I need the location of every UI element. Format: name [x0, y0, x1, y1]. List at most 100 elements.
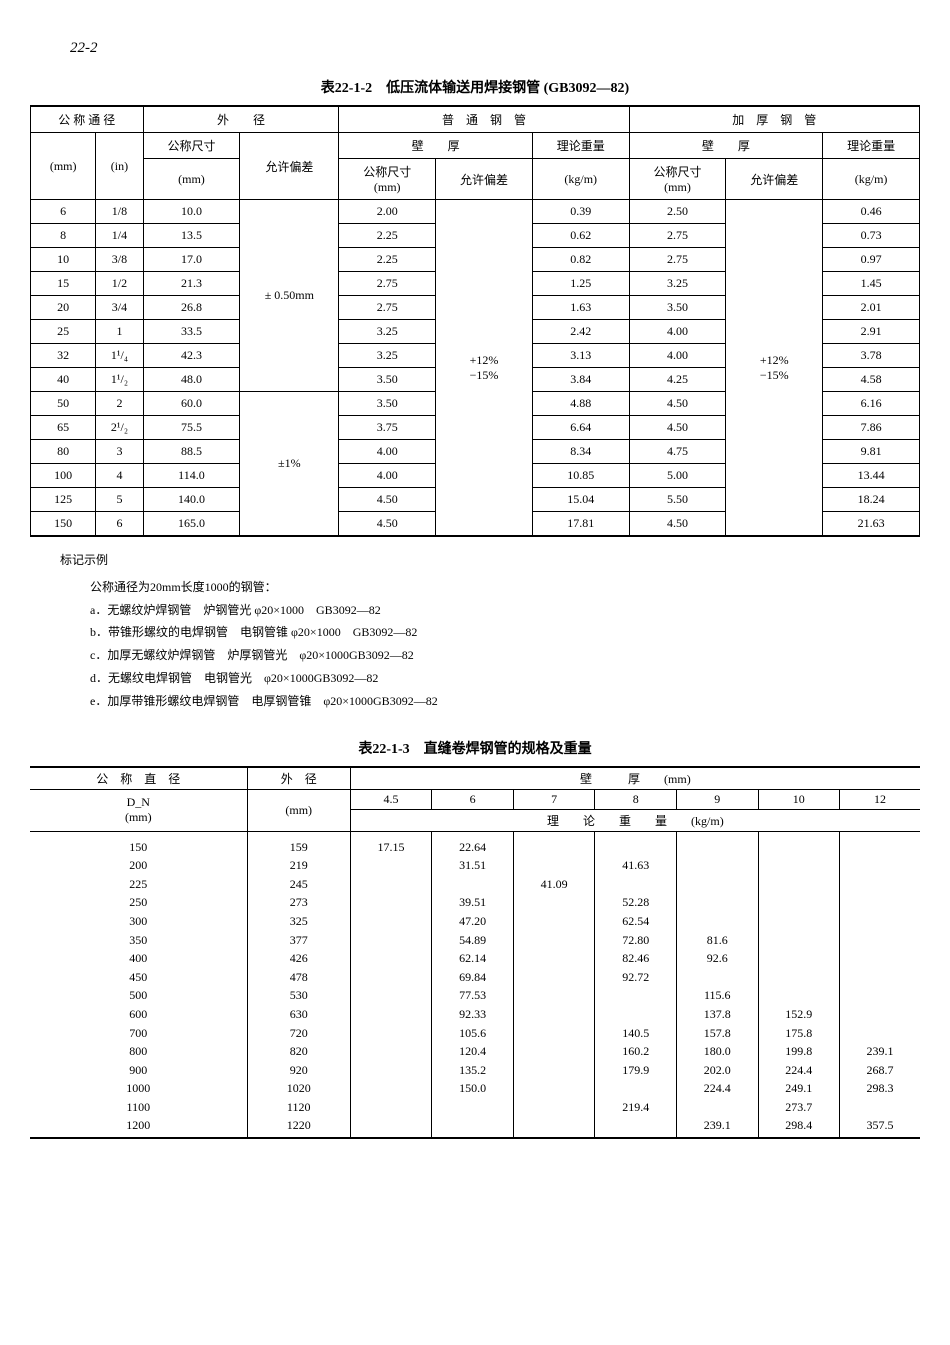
cell: 8: [31, 224, 96, 248]
cell: 3.75: [339, 416, 436, 440]
cell: 165.0: [143, 512, 240, 537]
cell: 4.50: [339, 512, 436, 537]
t2-c45: 4.5: [350, 789, 432, 809]
table1-head: 公 称 通 径 外 径 普 通 钢 管 加 厚 钢 管 (mm) (in) 公称…: [31, 106, 920, 200]
cell: 21.3: [143, 272, 240, 296]
cell: 13.44: [823, 464, 920, 488]
cell: 2.00: [339, 200, 436, 224]
notes-b: b．带锥形螺纹的电焊钢管 电钢管锥 φ20×1000 GB3092—82: [90, 621, 920, 644]
cell: 33.5: [143, 320, 240, 344]
cell: 75.5: [143, 416, 240, 440]
hdr-nom-size: 公称尺寸: [143, 133, 240, 159]
cell: 25: [31, 320, 96, 344]
cell: 15: [31, 272, 96, 296]
cell: 0.46: [823, 200, 920, 224]
table-1: 公 称 通 径 外 径 普 通 钢 管 加 厚 钢 管 (mm) (in) 公称…: [30, 105, 920, 537]
cell: 0.39: [532, 200, 629, 224]
cell: 2.75: [339, 296, 436, 320]
t2-hdr-wall: 壁 厚 (mm): [350, 767, 920, 790]
hdr-tol-dev1: 允许偏差: [436, 159, 533, 200]
hdr-thick-pipe: 加 厚 钢 管: [629, 106, 919, 133]
cell: 7.86: [823, 416, 920, 440]
cell: 3.25: [339, 320, 436, 344]
cell: 0.82: [532, 248, 629, 272]
cell: 0.73: [823, 224, 920, 248]
cell: 3: [96, 440, 143, 464]
cell: 4.25: [629, 368, 726, 392]
t2-col-od: 1592192452733253774264785306307208209201…: [247, 831, 350, 1138]
cell: 3.13: [532, 344, 629, 368]
cell: 2.75: [339, 272, 436, 296]
cell: 1.63: [532, 296, 629, 320]
cell: 1.45: [823, 272, 920, 296]
t2-col-7: 41.09: [513, 831, 595, 1138]
cell: 1/4: [96, 224, 143, 248]
cell: 2.91: [823, 320, 920, 344]
cell: 2¹/₂: [96, 416, 143, 440]
cell: 10.0: [143, 200, 240, 224]
notes-line0: 公称通径为20mm长度1000的钢管：: [90, 576, 920, 599]
cell: 88.5: [143, 440, 240, 464]
cell: 80: [31, 440, 96, 464]
cell: 1/2: [96, 272, 143, 296]
cell: 5: [96, 488, 143, 512]
cell: 5.50: [629, 488, 726, 512]
cell: 18.24: [823, 488, 920, 512]
cell: 2.75: [629, 248, 726, 272]
cell: 1: [96, 320, 143, 344]
hdr-kgm2: (kg/m): [823, 159, 920, 200]
table-2: 公 称 直 径 外 径 壁 厚 (mm) D_N (mm) (mm) 4.5 6…: [30, 766, 920, 1140]
cell: 4.00: [629, 344, 726, 368]
hdr-nom-size-mm2: 公称尺寸 (mm): [339, 159, 436, 200]
cell: 17.81: [532, 512, 629, 537]
cell: 6.64: [532, 416, 629, 440]
hdr-wall1: 壁 厚: [339, 133, 533, 159]
t2-col-10: 152.9175.8199.8224.4249.1273.7298.4: [758, 831, 840, 1138]
cell: ±1%: [240, 392, 339, 537]
cell: 2: [96, 392, 143, 416]
t2-c12: 12: [840, 789, 920, 809]
cell: 20: [31, 296, 96, 320]
hdr-nom-size-mm: (mm): [143, 159, 240, 200]
hdr-tol-dev2: 允许偏差: [726, 159, 823, 200]
page-number: 22-2: [70, 40, 920, 57]
cell: 100: [31, 464, 96, 488]
t2-col-6: 22.6431.51 39.5147.2054.8962.1469.8477.5…: [432, 831, 514, 1138]
notes-block: 标记示例 公称通径为20mm长度1000的钢管： a．无螺纹炉焊钢管 炉钢管光 …: [60, 549, 920, 713]
cell: 6: [96, 512, 143, 537]
cell: 4.75: [629, 440, 726, 464]
cell: 15.04: [532, 488, 629, 512]
cell: 4.50: [339, 488, 436, 512]
cell: 42.3: [143, 344, 240, 368]
notes-heading: 标记示例: [60, 549, 920, 572]
cell: 4.58: [823, 368, 920, 392]
table2-title: 表22-1-3 直缝卷焊钢管的规格及重量: [30, 738, 920, 758]
cell: 3.84: [532, 368, 629, 392]
cell: 4.50: [629, 512, 726, 537]
cell: 3.50: [339, 392, 436, 416]
t2-hdr-dn: D_N (mm): [30, 789, 247, 831]
hdr-theorywt1: 理论重量: [532, 133, 629, 159]
cell: 32: [31, 344, 96, 368]
table2-head: 公 称 直 径 外 径 壁 厚 (mm) D_N (mm) (mm) 4.5 6…: [30, 767, 920, 832]
cell: 0.97: [823, 248, 920, 272]
t2-hdr-od-mm: (mm): [247, 789, 350, 831]
table1-body: 61/810.0± 0.50mm2.00+12%−15%0.392.50+12%…: [31, 200, 920, 537]
t2-c10: 10: [758, 789, 840, 809]
t2-c6: 6: [432, 789, 514, 809]
cell: +12%−15%: [726, 200, 823, 537]
hdr-normal-pipe: 普 通 钢 管: [339, 106, 629, 133]
cell: 4.00: [339, 440, 436, 464]
cell: 3/4: [96, 296, 143, 320]
cell: 6.16: [823, 392, 920, 416]
cell: 40: [31, 368, 96, 392]
cell: 4.88: [532, 392, 629, 416]
notes-e: e．加厚带锥形螺纹电焊钢管 电厚钢管锥 φ20×1000GB3092—82: [90, 690, 920, 713]
cell: 3.25: [629, 272, 726, 296]
cell: 1¹/₂: [96, 368, 143, 392]
cell: 3.50: [339, 368, 436, 392]
t2-hdr-theory: 理 论 重 量 (kg/m): [350, 809, 920, 831]
cell: 0.62: [532, 224, 629, 248]
cell: 26.8: [143, 296, 240, 320]
cell: 2.42: [532, 320, 629, 344]
